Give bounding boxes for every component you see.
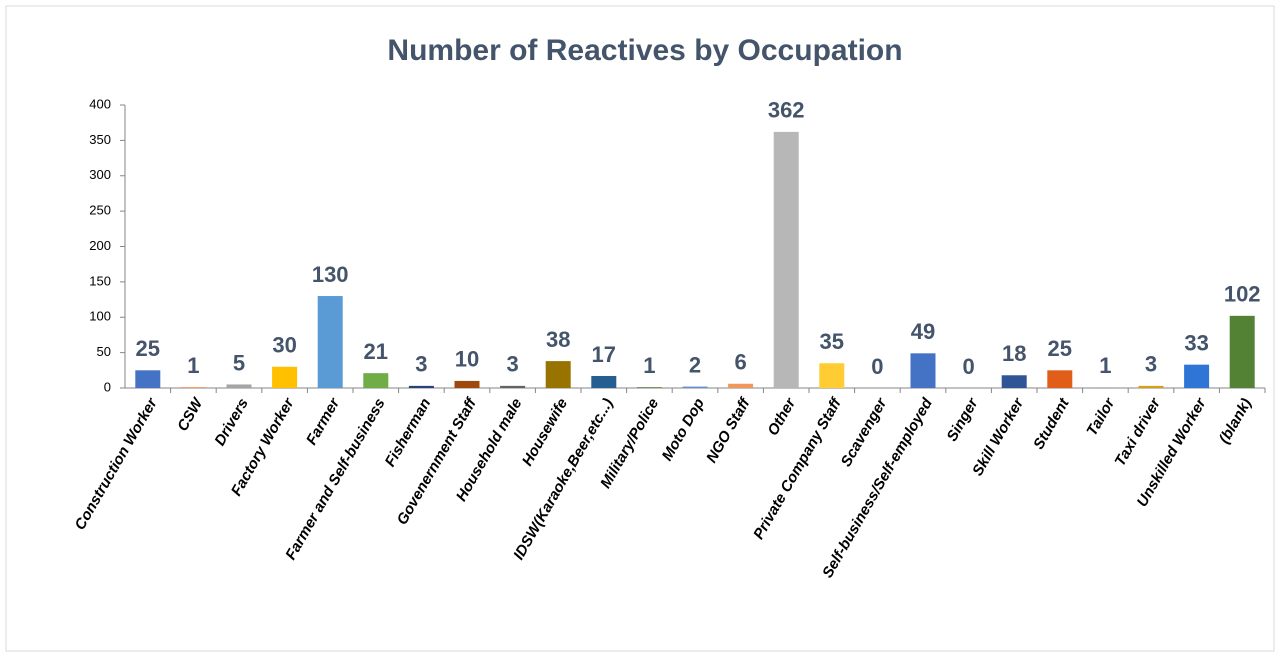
bar [1138,385,1164,388]
data-label: 17 [592,342,616,367]
y-tick-label: 250 [89,203,111,218]
bar [545,361,571,388]
bar [1229,315,1255,388]
data-label: 38 [546,327,570,352]
bar [135,370,161,388]
y-tick-label: 50 [97,344,111,359]
bar [500,385,526,388]
data-label: 25 [1048,336,1072,361]
y-tick-label: 100 [89,309,111,324]
data-label: 3 [506,352,518,377]
bar [454,380,480,388]
data-label: 3 [415,352,427,377]
bar [591,375,617,388]
chart-border [5,5,1275,652]
bar [317,296,343,388]
data-label: 10 [455,347,479,372]
data-label: 49 [911,319,935,344]
bar [728,383,754,388]
bar [1047,370,1073,388]
data-label: 33 [1184,330,1208,355]
bar [636,387,662,388]
data-label: 21 [364,339,388,364]
bar [1001,375,1027,388]
y-tick-label: 150 [89,273,111,288]
data-label: 130 [312,262,349,287]
data-label: 362 [768,98,805,123]
data-label: 0 [871,354,883,379]
bar [180,387,206,388]
y-tick-label: 0 [104,379,111,394]
chart-title: Number of Reactives by Occupation [387,34,902,67]
bar [272,366,298,388]
y-tick-label: 350 [89,132,111,147]
bar [773,131,799,388]
bar [682,386,708,388]
y-tick-label: 300 [89,167,111,182]
data-label: 2 [689,352,701,377]
data-label: 0 [962,354,974,379]
y-tick-label: 400 [89,96,111,111]
bar [1092,387,1118,388]
bar [910,353,936,388]
data-label: 25 [136,336,160,361]
bar [226,384,252,388]
data-label: 1 [1099,353,1111,378]
data-label: 3 [1145,352,1157,377]
data-label: 1 [643,353,655,378]
bar [819,363,845,388]
data-label: 1 [187,353,199,378]
data-label: 102 [1224,282,1261,307]
data-label: 6 [734,350,746,375]
data-label: 35 [820,329,844,354]
bar [408,385,434,388]
data-label: 18 [1002,341,1026,366]
data-label: 30 [272,333,296,358]
data-label: 5 [233,350,245,375]
y-tick-label: 200 [89,238,111,253]
bar [363,373,389,388]
bar [1184,364,1210,388]
